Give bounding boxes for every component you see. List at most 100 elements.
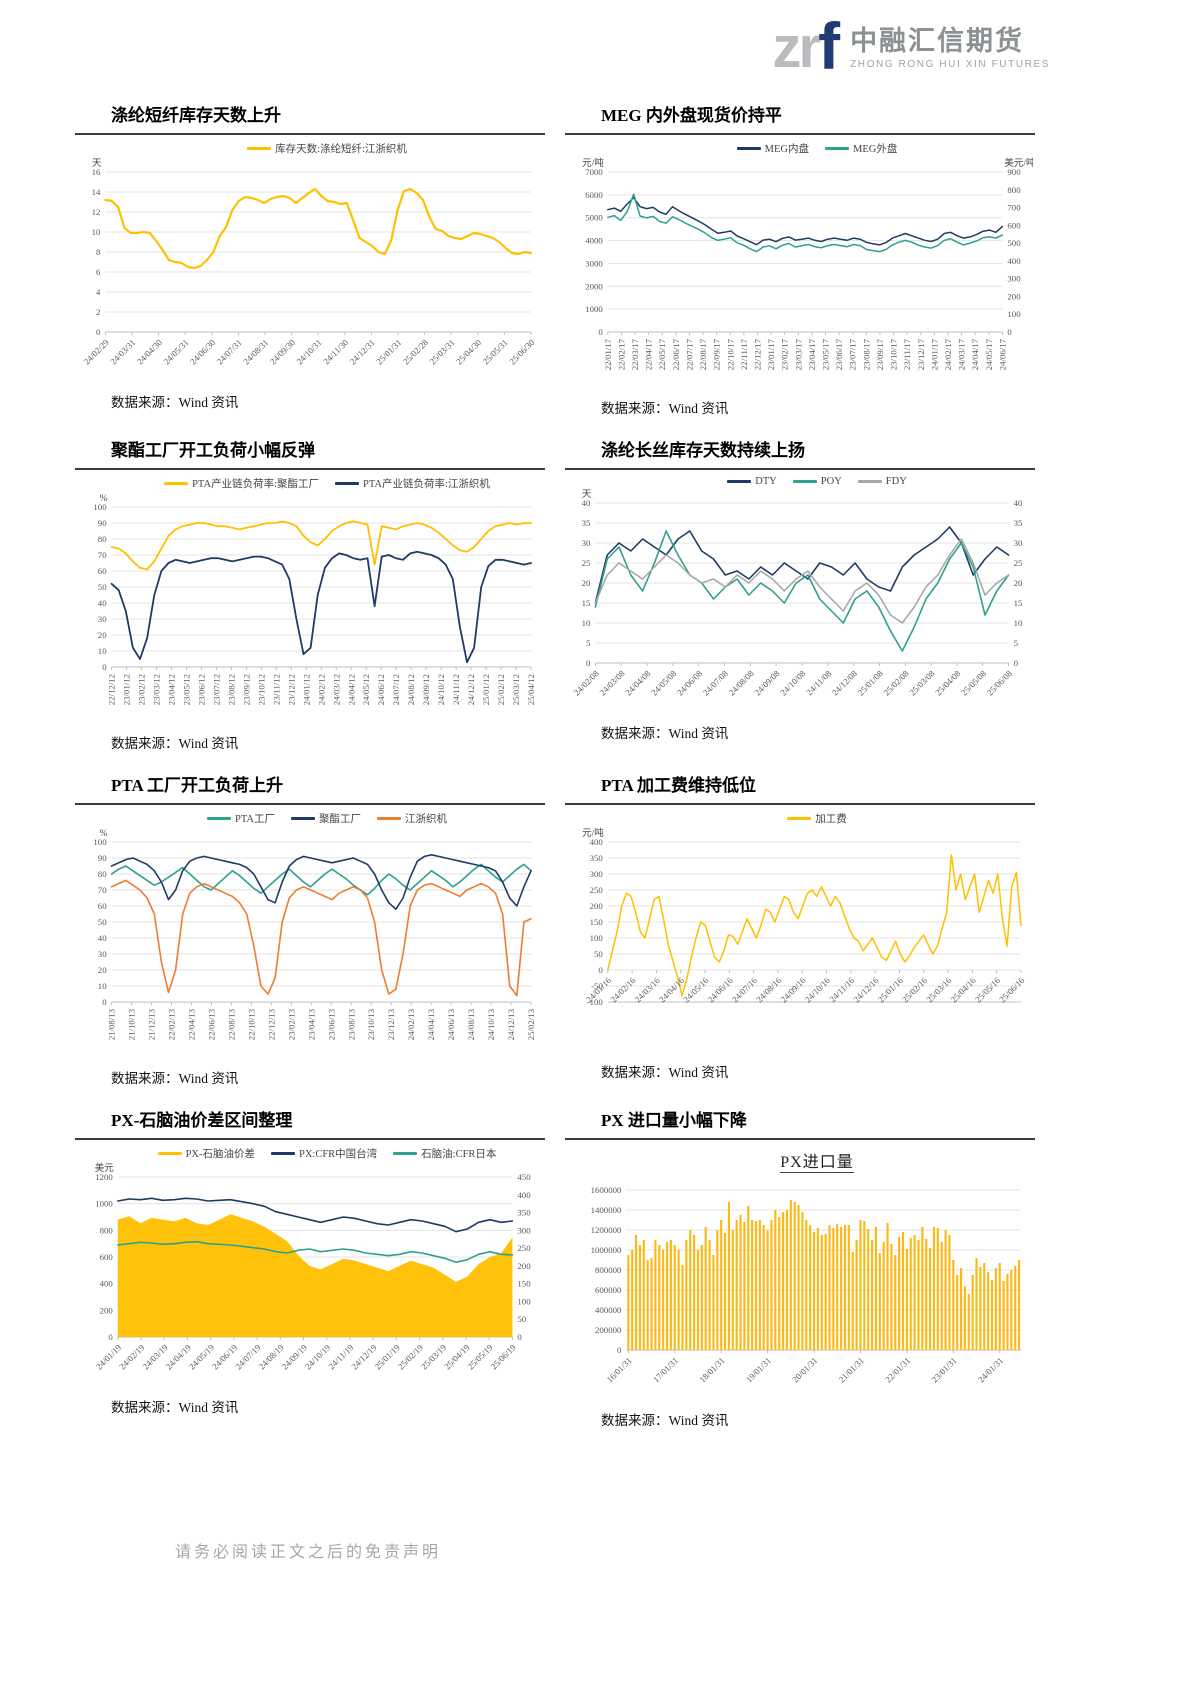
svg-text:20: 20: [582, 578, 591, 588]
svg-text:0: 0: [102, 662, 107, 672]
svg-text:24/01/17: 24/01/17: [929, 338, 939, 370]
svg-text:美元: 美元: [95, 1162, 115, 1174]
svg-text:22/02/13: 22/02/13: [167, 1008, 177, 1040]
svg-text:800: 800: [100, 1225, 114, 1235]
legend-label: DTY: [755, 476, 777, 487]
legend-label: FDY: [885, 476, 907, 487]
svg-text:5: 5: [1014, 638, 1019, 648]
svg-text:200: 200: [100, 1305, 114, 1315]
svg-text:23/01/31: 23/01/31: [930, 1355, 959, 1384]
svg-text:23/04/17: 23/04/17: [807, 338, 817, 370]
svg-text:16/01/31: 16/01/31: [605, 1355, 634, 1384]
svg-text:23/12/17: 23/12/17: [916, 338, 926, 370]
legend-swatch-icon: [727, 480, 752, 483]
svg-text:300: 300: [590, 869, 604, 879]
legend-swatch-icon: [857, 480, 882, 483]
svg-text:80: 80: [98, 869, 107, 879]
svg-text:60: 60: [98, 566, 107, 576]
svg-text:25/03/12: 25/03/12: [511, 674, 521, 705]
legend-label: MEG内盘: [764, 144, 809, 155]
data-source: 数据来源：Wind 资讯: [111, 1071, 239, 1086]
svg-text:24/12/12: 24/12/12: [466, 674, 476, 705]
svg-text:50: 50: [98, 582, 107, 592]
svg-text:350: 350: [517, 1208, 531, 1218]
chart-block-pta-load: PTA 工厂开工负荷上升 PTA工厂 聚酯工厂 江浙织机 0 10 20 30 40 50 60 7…: [75, 765, 545, 1087]
legend-swatch-icon: [207, 817, 231, 820]
svg-text:24/09/12: 24/09/12: [421, 674, 431, 705]
svg-text:24/11/16: 24/11/16: [827, 975, 856, 1004]
chart-block-polyester-load: 聚酯工厂开工负荷小幅反弹 PTA产业链负荷率:聚酯工厂 PTA产业链负荷率:江浙织…: [75, 430, 545, 752]
svg-text:23/04/12: 23/04/12: [167, 674, 177, 705]
svg-text:25/06/08: 25/06/08: [985, 668, 1015, 698]
svg-text:40: 40: [98, 598, 107, 608]
svg-text:400: 400: [517, 1190, 531, 1200]
svg-text:%: %: [100, 829, 108, 839]
chart-title: MEG 内外盘现货价持平: [601, 106, 782, 125]
chart-svg: 0 200000 400000 600000 800000 1000000 1200000 1…: [591, 1185, 1021, 1385]
svg-text:24/07/16: 24/07/16: [730, 975, 760, 1005]
chart-canvas: 库存天数:涤纶短纤:江浙织机 0 2 4 6 8 10 12 14 16 天 24/02/29 24/0…: [81, 141, 543, 389]
svg-text:25/02/13: 25/02/13: [526, 1008, 536, 1040]
svg-text:250: 250: [517, 1243, 531, 1253]
divider: [75, 1138, 545, 1140]
svg-text:23/12/13: 23/12/13: [386, 1008, 396, 1040]
svg-text:0: 0: [517, 1332, 522, 1342]
chart-svg: 05101520253035400510152025303540天24/02/0…: [572, 490, 1023, 698]
svg-text:23/02/12: 23/02/12: [137, 674, 147, 705]
divider: [75, 803, 545, 805]
chart-svg: 0 200 400 600 800 1000 1200 0 50 100 150 200 250 300 3…: [94, 1162, 531, 1372]
svg-text:22/04/17: 22/04/17: [644, 338, 654, 370]
svg-text:24/02/08: 24/02/08: [572, 668, 602, 698]
charts-grid: 涤纶短纤库存天数上升 库存天数:涤纶短纤:江浙织机 0 2 4 6 8 10 12 14 16 天 2…: [75, 95, 1036, 1429]
chart-legend: PTA产业链负荷率:聚酯工厂 PTA产业链负荷率:江浙织机: [111, 476, 543, 491]
svg-text:200000: 200000: [595, 1325, 622, 1335]
chart-title: PTA 加工费维持低位: [601, 776, 757, 795]
svg-text:24/10/08: 24/10/08: [778, 668, 808, 698]
legend-item: DTY: [727, 476, 777, 487]
svg-text:美元/吨: 美元/吨: [1004, 157, 1033, 169]
svg-text:150: 150: [590, 917, 604, 927]
svg-text:24/02/13: 24/02/13: [406, 1008, 416, 1040]
svg-text:24/02/17: 24/02/17: [943, 338, 953, 370]
svg-text:23/02/13: 23/02/13: [286, 1008, 296, 1040]
chart-svg: 0246810121416天24/02/2924/03/3124/04/3024…: [82, 159, 537, 367]
svg-text:7000: 7000: [585, 167, 603, 177]
svg-text:24/08/13: 24/08/13: [466, 1008, 476, 1040]
svg-text:24/03/12: 24/03/12: [331, 674, 341, 705]
svg-text:23/10/17: 23/10/17: [889, 338, 899, 370]
svg-text:24/06/17: 24/06/17: [997, 338, 1007, 370]
legend-swatch-icon: [825, 147, 849, 150]
data-source: 数据来源：Wind 资讯: [601, 1065, 729, 1080]
svg-text:23/05/12: 23/05/12: [181, 674, 191, 705]
legend-item: PX-石脑油价差: [157, 1146, 255, 1161]
svg-text:24/06/13: 24/06/13: [446, 1008, 456, 1040]
svg-text:天: 天: [92, 159, 102, 169]
chart-block-px-naphtha-spread: PX-石脑油价差区间整理 PX-石脑油价差 PX:CFR中国台湾 石脑油:CFR日本…: [75, 1100, 545, 1429]
svg-text:5: 5: [586, 638, 591, 648]
svg-text:元/吨: 元/吨: [582, 157, 604, 169]
svg-text:1600000: 1600000: [591, 1185, 622, 1195]
svg-text:0: 0: [96, 327, 101, 337]
legend-item: MEG内盘: [736, 141, 809, 156]
chart-canvas: DTY POY FDY 0 5 10 15 20 25 30 35 40 0 5 10 15 20 25 30 35 4…: [571, 476, 1033, 720]
legend-swatch-icon: [335, 482, 359, 485]
svg-text:600: 600: [100, 1252, 114, 1262]
svg-text:24/01/31: 24/01/31: [976, 1355, 1005, 1384]
svg-text:4000: 4000: [585, 236, 603, 246]
svg-text:25/04/08: 25/04/08: [933, 668, 963, 698]
svg-text:10: 10: [582, 618, 591, 628]
chart-title: 涤纶长丝库存天数持续上扬: [601, 441, 805, 460]
svg-text:24/12/31: 24/12/31: [348, 337, 377, 366]
svg-text:23/09/17: 23/09/17: [875, 338, 885, 370]
legend-label: 江浙织机: [405, 814, 447, 825]
svg-text:24/12/08: 24/12/08: [830, 668, 860, 698]
svg-text:24/08/08: 24/08/08: [727, 668, 757, 698]
divider: [75, 468, 545, 470]
svg-text:6000: 6000: [585, 190, 603, 200]
svg-text:24/06/30: 24/06/30: [188, 337, 218, 367]
svg-text:23/10/13: 23/10/13: [366, 1008, 376, 1040]
svg-text:100: 100: [93, 502, 107, 512]
svg-text:400: 400: [100, 1279, 114, 1289]
svg-text:18/01/31: 18/01/31: [697, 1355, 726, 1384]
